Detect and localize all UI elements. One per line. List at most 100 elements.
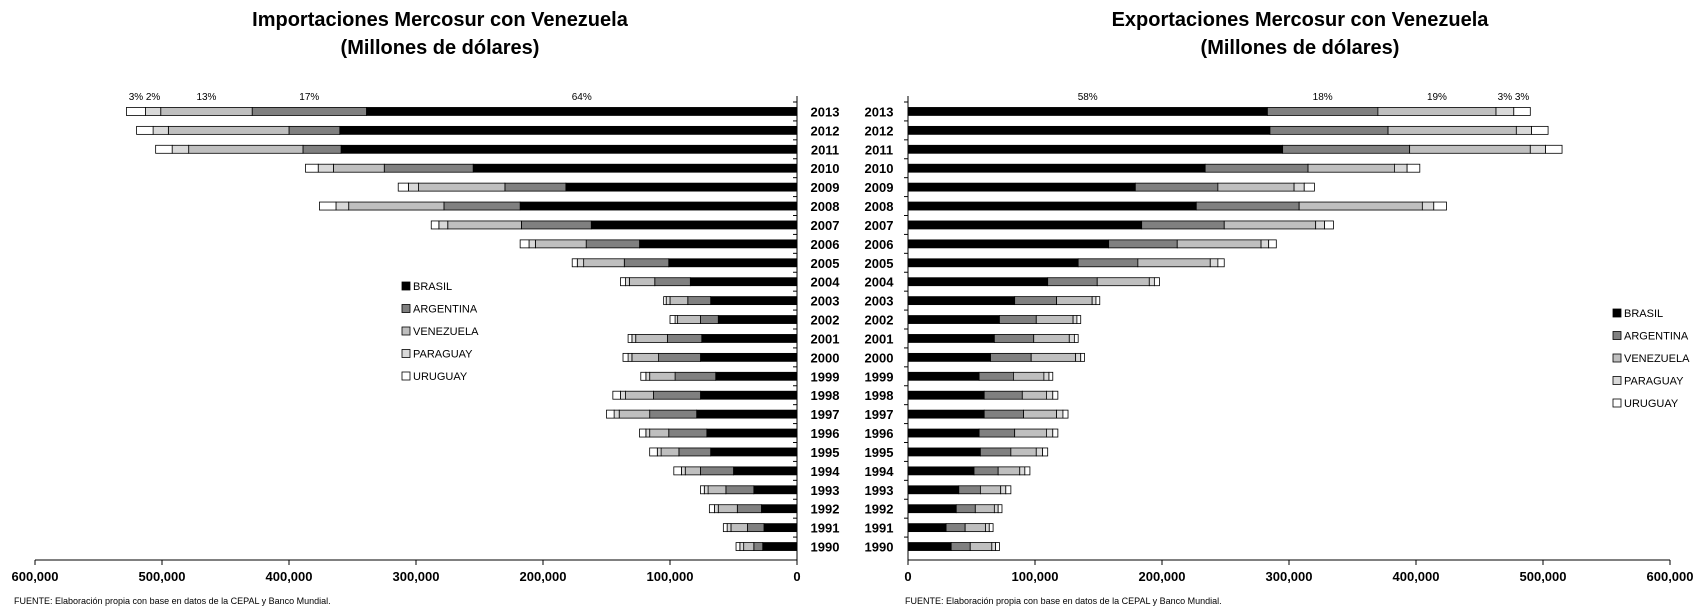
import-bar-uruguay bbox=[430, 220, 440, 230]
export-x-tick-label: 100,000 bbox=[1012, 569, 1059, 584]
export-bar-venezuela bbox=[979, 485, 1002, 495]
import-bar-uruguay bbox=[673, 466, 682, 476]
export-category-label: 2010 bbox=[865, 161, 894, 176]
export-x-tick-label: 400,000 bbox=[1393, 569, 1440, 584]
export-bar-brasil bbox=[907, 182, 1136, 192]
export-bar-uruguay bbox=[1024, 466, 1031, 476]
import-bar-uruguay bbox=[155, 144, 173, 154]
import-bar-uruguay bbox=[305, 163, 319, 173]
export-bar-brasil bbox=[907, 485, 960, 495]
export-bar-argentina bbox=[1282, 144, 1411, 154]
import-bar-uruguay bbox=[606, 409, 615, 419]
import-share-label: 17% bbox=[299, 92, 319, 103]
export-bar-brasil bbox=[907, 390, 985, 400]
export-bar-argentina bbox=[1269, 125, 1389, 135]
export-share-label: 3% bbox=[1498, 92, 1513, 103]
export-bar-paraguay bbox=[1495, 107, 1515, 116]
import-bar-uruguay bbox=[319, 201, 337, 211]
export-bar-venezuela bbox=[964, 523, 986, 533]
export-bar-brasil bbox=[907, 315, 1000, 324]
export-legend-label-paraguay: PARAGUAY bbox=[1624, 376, 1684, 388]
import-category-label: 1991 bbox=[811, 521, 840, 536]
export-bar-brasil bbox=[907, 447, 981, 457]
export-legend-swatch-paraguay bbox=[1612, 376, 1622, 385]
export-legend-swatch-brasil bbox=[1612, 308, 1622, 318]
import-category-label: 1998 bbox=[811, 388, 840, 403]
import-share-label: 2% bbox=[146, 92, 161, 103]
export-bar-argentina bbox=[983, 390, 1023, 400]
export-bar-brasil bbox=[907, 258, 1079, 268]
export-category-label: 1990 bbox=[865, 540, 894, 555]
import-category-label: 2001 bbox=[811, 331, 840, 346]
import-bar-uruguay bbox=[669, 315, 676, 324]
export-bar-uruguay bbox=[1073, 334, 1079, 343]
import-category-label: 1990 bbox=[811, 540, 840, 555]
export-category-label: 1994 bbox=[865, 464, 895, 479]
export-bar-paraguay bbox=[1515, 125, 1532, 135]
export-bar-paraguay bbox=[1035, 447, 1044, 457]
export-bar-brasil bbox=[907, 466, 975, 476]
export-bar-uruguay bbox=[1268, 239, 1277, 249]
import-chart-title: Importaciones Mercosur con Venezuela (Mi… bbox=[140, 6, 740, 62]
export-bar-paraguay bbox=[1056, 409, 1064, 419]
import-bar-uruguay bbox=[708, 504, 715, 514]
export-bar-argentina bbox=[945, 523, 966, 533]
export-bar-brasil bbox=[907, 107, 1268, 116]
import-legend-swatch-venezuela bbox=[401, 326, 411, 336]
export-legend-swatch-venezuela bbox=[1612, 353, 1622, 363]
import-x-tick-label: 200,000 bbox=[520, 569, 567, 584]
export-legend-label-venezuela: VENEZUELA bbox=[1624, 353, 1690, 365]
export-bar-venezuela bbox=[969, 542, 993, 551]
export-bar-argentina bbox=[1077, 258, 1139, 268]
import-bar-uruguay bbox=[612, 390, 621, 400]
export-bar-argentina bbox=[979, 447, 1012, 457]
export-category-label: 2011 bbox=[865, 142, 893, 157]
export-bar-paraguay bbox=[1209, 258, 1219, 268]
import-legend-swatch-paraguay bbox=[401, 349, 411, 358]
export-bar-brasil bbox=[907, 296, 1016, 306]
import-legend-label-venezuela: VENEZUELA bbox=[413, 326, 479, 338]
export-bar-argentina bbox=[1204, 163, 1309, 173]
export-bar-argentina bbox=[973, 466, 999, 476]
export-bar-paraguay bbox=[1421, 201, 1435, 211]
export-bar-uruguay bbox=[1406, 163, 1421, 173]
export-category-label: 1995 bbox=[865, 445, 894, 460]
export-bar-venezuela bbox=[1021, 390, 1047, 400]
export-bar-uruguay bbox=[1052, 390, 1059, 400]
import-category-label: 2010 bbox=[811, 161, 840, 176]
export-bar-venezuela bbox=[1387, 125, 1517, 135]
export-bar-uruguay bbox=[1042, 447, 1049, 457]
import-category-label: 1997 bbox=[811, 407, 840, 422]
export-chart-title: Exportaciones Mercosur con Venezuela (Mi… bbox=[1000, 6, 1600, 62]
import-legend-swatch-uruguay bbox=[401, 371, 411, 381]
import-legend-label-uruguay: URUGUAY bbox=[413, 371, 468, 383]
export-bar-venezuela bbox=[1176, 239, 1262, 249]
import-legend-label-brasil: BRASIL bbox=[413, 281, 452, 293]
export-bar-argentina bbox=[1267, 107, 1379, 116]
export-bar-uruguay bbox=[1545, 144, 1563, 154]
import-bar-uruguay bbox=[735, 542, 741, 551]
export-bar-uruguay bbox=[997, 504, 1003, 514]
export-category-label: 2008 bbox=[865, 199, 894, 214]
export-bar-paraguay bbox=[991, 542, 997, 551]
import-bar-uruguay bbox=[571, 258, 578, 268]
import-category-label: 1992 bbox=[811, 502, 840, 517]
export-x-tick-label: 500,000 bbox=[1520, 569, 1567, 584]
export-x-tick-label: 0 bbox=[904, 569, 911, 584]
export-bar-brasil bbox=[907, 144, 1284, 154]
import-chart-title-line: Importaciones Mercosur con Venezuela bbox=[252, 9, 628, 31]
export-category-label: 2000 bbox=[865, 350, 894, 365]
export-bar-argentina bbox=[999, 315, 1037, 324]
export-bar-paraguay bbox=[1260, 239, 1270, 249]
import-category-label: 1995 bbox=[811, 445, 840, 460]
export-bar-uruguay bbox=[1052, 428, 1059, 438]
import-category-label: 2003 bbox=[811, 294, 840, 309]
import-bar-uruguay bbox=[622, 352, 629, 362]
export-share-label: 19% bbox=[1427, 92, 1447, 103]
export-category-label: 1992 bbox=[865, 502, 894, 517]
import-bar-uruguay bbox=[627, 334, 633, 343]
import-bar-uruguay bbox=[700, 485, 705, 495]
export-bar-paraguay bbox=[1046, 428, 1054, 438]
export-bar-paraguay bbox=[1529, 144, 1546, 154]
export-bar-paraguay bbox=[1046, 390, 1054, 400]
